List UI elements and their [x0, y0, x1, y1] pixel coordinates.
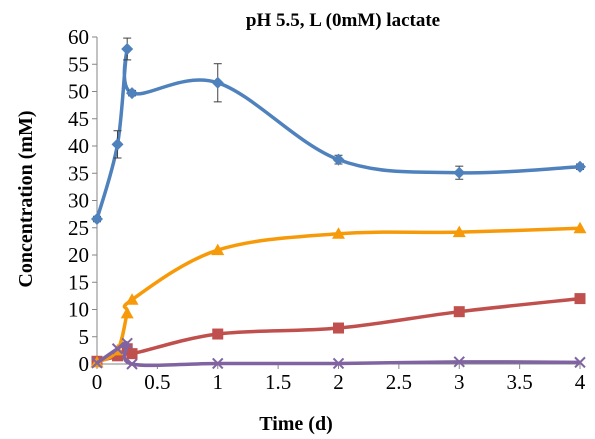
x-tick-label: 4	[575, 370, 586, 394]
series-line	[96, 340, 581, 368]
y-axis-title: Concentration (mM)	[15, 110, 37, 287]
series-layer	[90, 37, 587, 370]
data-point	[121, 42, 134, 55]
data-point	[126, 348, 138, 360]
x-tick-label: 1	[213, 370, 224, 394]
data-point	[111, 343, 124, 355]
data-point	[212, 357, 224, 370]
data-point	[120, 306, 134, 319]
data-point	[112, 350, 124, 362]
data-point	[453, 356, 465, 368]
series-line	[95, 46, 581, 220]
chart-title: pH 5.5, L (0mM) lactate	[246, 10, 440, 31]
x-tick-label: 3.5	[507, 370, 533, 394]
x-tick-label: 0	[92, 370, 103, 394]
data-point	[332, 153, 345, 166]
data-point	[211, 76, 224, 89]
data-point	[332, 227, 345, 239]
data-point	[452, 225, 466, 238]
series-line	[96, 226, 581, 364]
series-3	[90, 221, 587, 368]
data-point	[333, 322, 344, 334]
y-tick-label: 45	[68, 107, 89, 131]
y-tick-label: 20	[68, 243, 89, 267]
data-point	[573, 221, 587, 234]
y-tick-label: 55	[68, 52, 89, 76]
y-tick-label: 40	[68, 134, 89, 158]
data-point	[126, 87, 139, 100]
y-tick-label: 5	[79, 325, 90, 349]
x-axis-title: Time (d)	[259, 413, 333, 435]
series-2	[91, 293, 586, 367]
data-point	[211, 243, 225, 256]
data-point	[453, 166, 466, 179]
x-tick-label: 2.5	[386, 370, 412, 394]
x-tick-label: 3	[454, 370, 465, 394]
series-4	[91, 337, 586, 370]
y-tick-label: 60	[68, 25, 89, 49]
data-point	[574, 356, 586, 369]
data-point	[574, 160, 586, 173]
y-tick-label: 10	[68, 298, 89, 322]
data-point	[111, 138, 124, 151]
data-point	[453, 306, 465, 318]
series-1	[91, 37, 586, 226]
data-point	[212, 328, 224, 340]
y-tick-label: 15	[68, 270, 89, 294]
data-point	[332, 357, 345, 370]
y-tick-label: 25	[68, 216, 89, 240]
y-tick-label: 30	[68, 189, 89, 213]
x-tick-label: 0.5	[144, 370, 170, 394]
x-tick-label: 1.5	[265, 370, 291, 394]
x-tick-label: 2	[333, 370, 344, 394]
data-point	[121, 337, 133, 349]
y-tick-label: 50	[68, 80, 89, 104]
y-tick-label: 35	[68, 161, 89, 185]
data-point	[126, 358, 138, 370]
data-point	[91, 213, 103, 226]
data-point	[574, 293, 586, 305]
data-point	[91, 357, 103, 369]
data-point	[125, 293, 139, 305]
y-tick-label: 0	[79, 352, 90, 376]
